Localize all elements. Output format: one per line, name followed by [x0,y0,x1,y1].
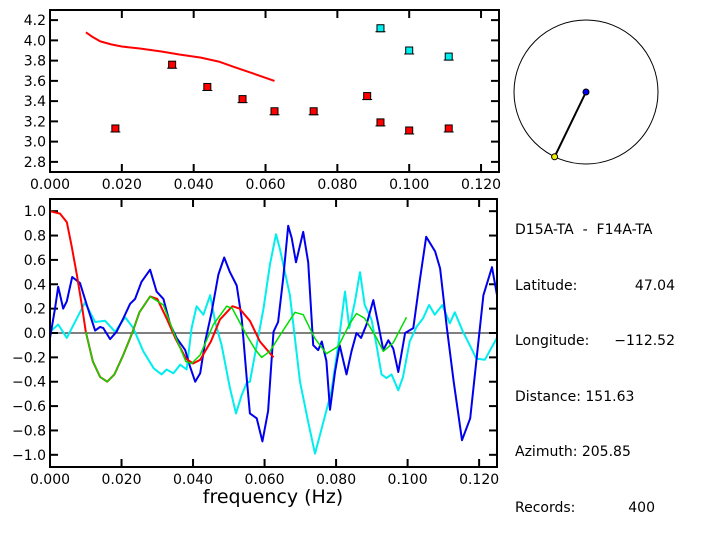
data-point-red [270,107,279,116]
azimuth-line [553,91,587,158]
x-tick-label: 0.020 [101,472,141,488]
series-line [49,233,498,455]
info-row-distance: Distance: 151.63 [515,388,635,405]
plot-frame [49,198,498,468]
azimuth-circle [513,19,659,165]
data-point-red [363,92,372,101]
y-tick-label: 3.8 [24,54,46,70]
data-point-red [309,107,318,116]
y-tick-label: −0.6 [12,399,46,415]
y-tick-label: −1.0 [12,448,46,464]
data-point-cyan [444,52,453,61]
y-tick-label: 2.8 [24,155,46,171]
x-tick-label: 0.080 [317,177,357,193]
data-point-red [111,124,120,133]
data-point-red [444,124,453,133]
station-dot [582,88,590,96]
x-tick-label: 0.100 [389,177,429,193]
y-tick-label: 3.4 [24,94,46,110]
data-point-red [168,60,177,69]
series-line [49,224,498,443]
x-tick-label: 0.000 [30,177,70,193]
y-tick-label: 0.8 [24,229,46,245]
x-tick-label: 0.020 [102,177,142,193]
series-line [85,295,408,383]
y-tick-label: 3.0 [24,135,46,151]
data-point-cyan [376,24,385,33]
data-point-red [405,126,414,135]
y-tick-label: 0.2 [24,302,46,318]
data-point-red [203,82,212,91]
y-tick-label: 4.0 [24,33,46,49]
x-tick-label: 0.120 [461,177,501,193]
y-tick-label: −0.2 [12,350,46,366]
station-info: D15A-TA - F14A-TA Latitude: 47.04 Longitu… [515,184,675,536]
correlation-plot: 0.000 0.020 0.040 0.060 0.080 0.100 0.120 −1.0 −… [12,198,499,508]
x-tick-label: 0.060 [245,177,285,193]
y-tick-label: 1.0 [24,204,46,220]
x-tick-label: 0.080 [316,472,356,488]
dispersion-curve [85,31,275,82]
x-tick-label: 0.040 [174,177,214,193]
data-point-red [376,118,385,127]
station-pair-title: D15A-TA - F14A-TA [515,222,653,238]
info-row-longitude: Longitude: −112.52 [515,333,675,349]
x-tick-label: 0.000 [30,472,70,488]
chart-canvas: 0.000 0.020 0.040 0.060 0.080 0.100 0.120 2.8 3.… [12,9,659,508]
info-row-azimuth: Azimuth: 205.85 [515,444,631,460]
info-row-records: Records: 400 [515,499,655,516]
y-tick-label: 0.6 [24,253,46,269]
x-tick-label: 0.060 [245,472,285,488]
dispersion-plot: 0.000 0.020 0.040 0.060 0.080 0.100 0.120 2.8 3.… [24,9,501,193]
y-tick-label: 0.4 [24,277,46,293]
y-tick-label: 3.6 [24,74,46,90]
x-tick-label: 0.120 [459,472,499,488]
y-tick-label: −0.4 [12,375,46,391]
info-row-latitude: Latitude: 47.04 [515,277,675,294]
y-tick-label: 0.0 [24,326,46,342]
remote-station-dot [551,153,559,161]
y-tick-label: 3.2 [24,114,46,130]
plot-frame [49,9,500,173]
data-point-cyan [405,46,414,55]
x-tick-label: 0.040 [173,472,213,488]
y-tick-label: 4.2 [24,13,46,29]
y-tick-label: −0.8 [12,423,46,439]
x-axis-label: frequency (Hz) [203,486,343,508]
x-tick-label: 0.100 [388,472,428,488]
data-point-red [238,95,247,104]
